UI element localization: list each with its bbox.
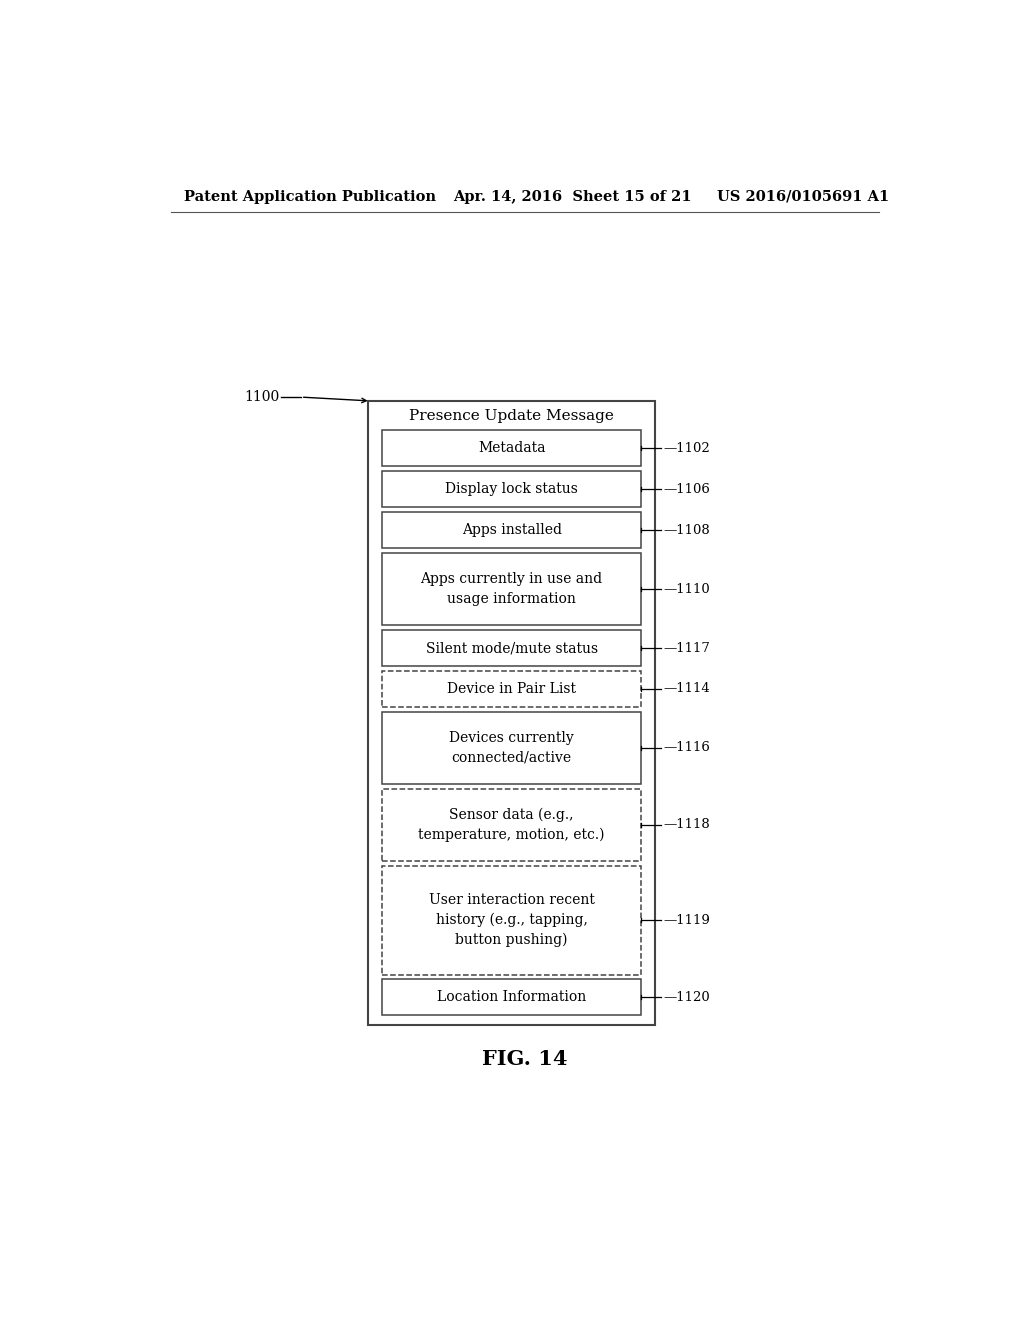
Text: Apr. 14, 2016  Sheet 15 of 21: Apr. 14, 2016 Sheet 15 of 21 — [454, 190, 692, 203]
Text: —1106: —1106 — [664, 483, 711, 496]
Text: FIG. 14: FIG. 14 — [482, 1049, 567, 1069]
Bar — [382, 979, 641, 1015]
Text: —1116: —1116 — [664, 742, 711, 754]
Text: —1110: —1110 — [664, 582, 711, 595]
Text: —1117: —1117 — [664, 642, 711, 655]
Text: Silent mode/mute status: Silent mode/mute status — [426, 642, 598, 655]
Bar — [382, 471, 641, 507]
Text: Metadata: Metadata — [478, 441, 546, 455]
Bar — [382, 553, 641, 626]
Text: Device in Pair List: Device in Pair List — [447, 682, 577, 696]
Bar — [382, 512, 641, 548]
Text: Devices currently
connected/active: Devices currently connected/active — [450, 731, 574, 764]
Bar — [382, 630, 641, 667]
Bar — [382, 789, 641, 861]
Text: —1118: —1118 — [664, 818, 711, 832]
Text: —1108: —1108 — [664, 524, 711, 536]
Text: Sensor data (e.g.,
temperature, motion, etc.): Sensor data (e.g., temperature, motion, … — [419, 808, 605, 842]
Text: US 2016/0105691 A1: US 2016/0105691 A1 — [717, 190, 889, 203]
Text: Display lock status: Display lock status — [445, 482, 579, 496]
Text: User interaction recent
history (e.g., tapping,
button pushing): User interaction recent history (e.g., t… — [429, 894, 595, 948]
Bar — [382, 866, 641, 974]
Text: —1119: —1119 — [664, 913, 711, 927]
Text: Location Information: Location Information — [437, 990, 587, 1005]
Text: —1114: —1114 — [664, 682, 711, 696]
Bar — [382, 671, 641, 708]
Bar — [382, 430, 641, 466]
Text: —1120: —1120 — [664, 991, 711, 1003]
Text: 1100: 1100 — [244, 391, 280, 404]
Text: —1102: —1102 — [664, 442, 711, 455]
Text: Presence Update Message: Presence Update Message — [410, 409, 614, 424]
Bar — [369, 401, 655, 1024]
Bar — [382, 711, 641, 784]
Text: Apps installed: Apps installed — [462, 523, 561, 537]
Text: Patent Application Publication: Patent Application Publication — [183, 190, 436, 203]
Text: Apps currently in use and
usage information: Apps currently in use and usage informat… — [421, 573, 603, 606]
